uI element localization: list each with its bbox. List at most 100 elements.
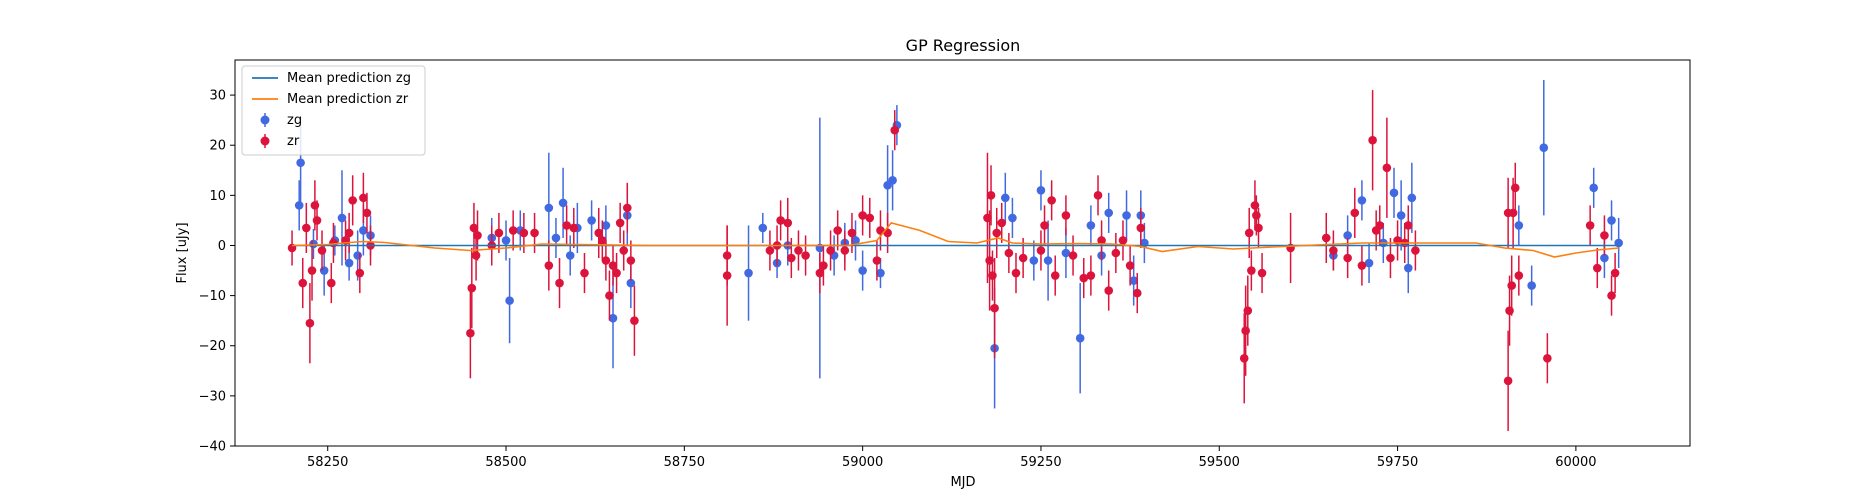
- y-tick-label: −10: [199, 289, 226, 304]
- data-point-zr: [1068, 251, 1078, 260]
- data-point-zg: [1396, 211, 1406, 220]
- data-point-zr: [783, 218, 793, 228]
- data-point-zr: [355, 268, 365, 278]
- y-axis-label: Flux [uJy]: [175, 222, 190, 283]
- data-point-zr: [1510, 183, 1520, 193]
- data-point-zg: [1527, 281, 1536, 290]
- data-point-zr: [359, 193, 368, 203]
- data-point-zr: [840, 246, 850, 255]
- legend: Mean prediction zg Mean prediction zr zg…: [241, 65, 426, 156]
- data-point-zr: [890, 125, 900, 135]
- data-point-zg: [587, 216, 596, 225]
- data-point-zr: [1239, 353, 1249, 363]
- data-point-zr: [986, 191, 996, 200]
- legend-swatch-zr: [260, 136, 270, 146]
- data-point-zr: [1368, 135, 1377, 145]
- legend-swatch-zg: [260, 115, 270, 125]
- x-tick-label: 59250: [1020, 455, 1061, 470]
- chart-title: GP Regression: [906, 36, 1021, 55]
- data-point-zg: [1343, 231, 1352, 240]
- data-point-zg: [1036, 186, 1046, 195]
- data-point-zg: [359, 226, 368, 235]
- data-point-zg: [344, 258, 354, 268]
- data-point-zg: [558, 198, 568, 208]
- series-errorbars: [287, 80, 1623, 431]
- data-point-zr: [1104, 286, 1114, 295]
- data-point-zr: [626, 256, 636, 265]
- y-axis: −40 −30 −20 −10 0 10 20 30: [199, 89, 235, 455]
- data-point-zr: [598, 236, 607, 245]
- x-tick-label: 58500: [485, 455, 526, 470]
- data-point-zg: [858, 266, 867, 275]
- data-point-zr: [630, 316, 639, 325]
- legend-label-zg: zg: [287, 113, 302, 128]
- data-point-zr: [362, 208, 372, 218]
- data-point-zr: [776, 216, 785, 225]
- data-point-zr: [1247, 266, 1256, 275]
- x-axis: 58250 58500 58750 59000 59250 59500 59750 60000: [307, 446, 1597, 470]
- data-point-zr: [569, 223, 579, 233]
- y-tick-label: −40: [199, 440, 226, 455]
- data-point-zr: [1375, 221, 1385, 230]
- data-point-zg: [601, 221, 611, 230]
- data-point-zr: [473, 231, 482, 240]
- data-point-zr: [990, 303, 999, 313]
- data-point-zr: [1132, 288, 1142, 298]
- data-point-zg: [1514, 221, 1524, 230]
- data-point-zg: [851, 236, 860, 245]
- data-point-zr: [1118, 236, 1128, 245]
- data-point-zr: [1243, 306, 1253, 315]
- x-tick-label: 59750: [1377, 455, 1418, 470]
- data-point-zr: [344, 228, 354, 238]
- data-point-zr: [801, 251, 810, 260]
- data-point-zr: [1411, 246, 1420, 255]
- x-tick-label: 60000: [1555, 455, 1596, 470]
- data-point-zr: [619, 246, 629, 255]
- data-point-zr: [1607, 291, 1616, 300]
- data-point-zg: [1129, 276, 1138, 285]
- legend-box: [241, 65, 426, 156]
- data-point-zr: [348, 196, 357, 205]
- data-point-zr: [615, 218, 625, 228]
- data-point-zg: [1389, 188, 1399, 198]
- data-point-zg: [353, 251, 362, 260]
- data-point-zr: [580, 268, 589, 278]
- data-point-zr: [997, 218, 1007, 228]
- data-point-zg: [296, 158, 305, 168]
- data-point-zr: [1244, 228, 1254, 238]
- data-point-zr: [471, 251, 481, 260]
- data-point-zg: [1607, 216, 1616, 225]
- data-point-zg: [758, 223, 768, 233]
- data-point-zg: [309, 239, 318, 249]
- data-point-zg: [1104, 208, 1114, 218]
- data-point-zr: [865, 213, 875, 223]
- data-point-zr: [765, 246, 775, 255]
- data-point-zr: [1079, 273, 1089, 283]
- data-point-zr: [1329, 246, 1338, 255]
- data-point-zr: [1321, 233, 1331, 243]
- data-point-zg: [565, 251, 575, 260]
- data-point-zr: [594, 228, 604, 238]
- legend-label-mean-zr: Mean prediction zr: [287, 92, 409, 107]
- data-point-zr: [1047, 196, 1056, 205]
- data-point-zr: [794, 246, 803, 255]
- y-tick-label: −30: [199, 389, 226, 404]
- data-point-zg: [744, 268, 753, 278]
- data-point-zg: [1403, 263, 1413, 273]
- data-point-zg: [544, 203, 554, 213]
- data-point-zr: [466, 328, 475, 338]
- data-point-zr: [305, 318, 315, 328]
- data-point-zg: [1122, 211, 1131, 220]
- legend-label-zr: zr: [287, 134, 300, 149]
- data-point-zr: [562, 221, 571, 230]
- data-point-zr: [519, 228, 529, 238]
- data-point-zr: [819, 261, 828, 270]
- data-point-zr: [872, 256, 882, 265]
- data-point-zr: [1257, 268, 1267, 278]
- data-point-zg: [876, 268, 885, 278]
- data-point-zr: [1503, 376, 1513, 386]
- data-point-zr: [1252, 211, 1261, 220]
- data-point-zr: [605, 291, 614, 300]
- data-point-zg: [1075, 333, 1085, 343]
